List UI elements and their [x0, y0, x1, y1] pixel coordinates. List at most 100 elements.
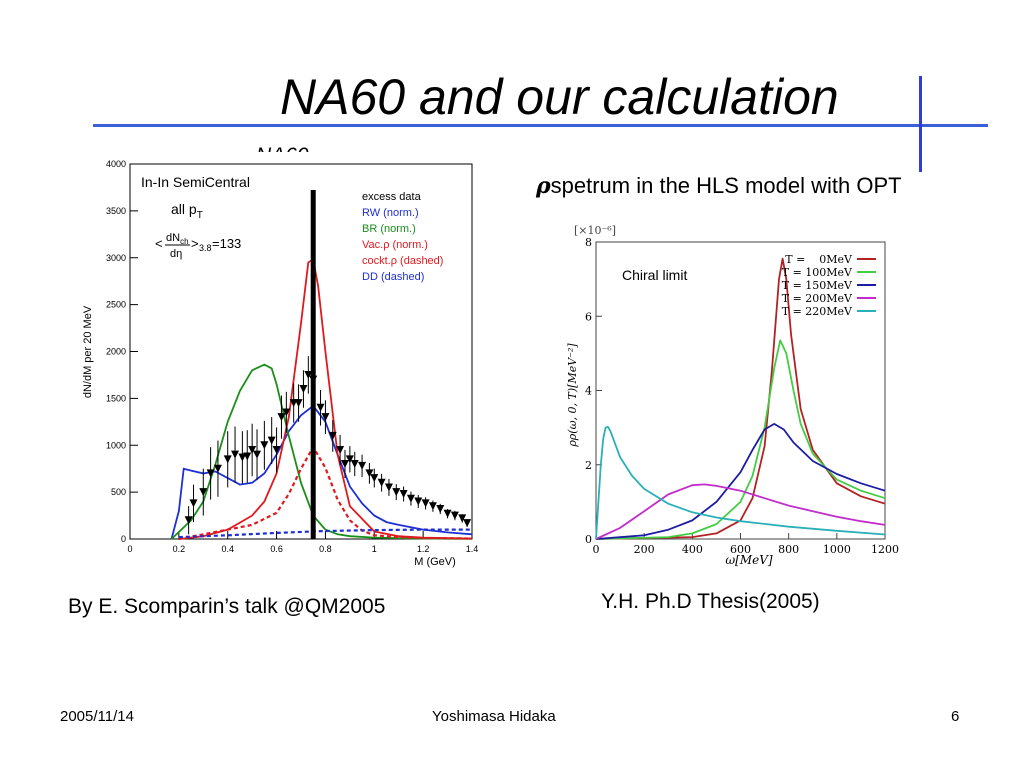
- left-chart-source-caption: By E. Scomparin’s talk @QM2005: [68, 595, 386, 618]
- data-point: [428, 502, 437, 511]
- annotation-lt: <: [155, 236, 163, 251]
- right-chart-source-caption: Y.H. Ph.D Thesis(2005): [601, 590, 820, 613]
- y-tick-label: 8: [585, 236, 592, 249]
- series-line-3: [178, 444, 473, 541]
- data-point: [321, 413, 330, 422]
- data-point: [450, 511, 459, 520]
- series-line-1: [170, 363, 473, 540]
- data-point: [184, 516, 193, 525]
- annotation-mult-top: dNch: [166, 232, 189, 246]
- data-point: [365, 469, 374, 478]
- annotation-line1: In-In SemiCentral: [141, 174, 250, 190]
- legend-entry-3: Vac.ρ (norm.): [362, 239, 428, 251]
- legend-entry-1: RW (norm.): [362, 207, 419, 219]
- data-point: [458, 514, 467, 523]
- legend-entry-2: T = 150MeV: [782, 279, 853, 292]
- x-tick-label: 1.4: [466, 544, 479, 554]
- data-point: [340, 460, 349, 468]
- data-point: [392, 488, 401, 497]
- y-tick-label: 2500: [106, 300, 126, 310]
- title-underline: [93, 124, 988, 127]
- series-line-3: [595, 483, 886, 540]
- title-vertical-rule: [919, 76, 922, 172]
- data-point: [414, 497, 423, 506]
- x-tick-label: 0: [593, 543, 600, 556]
- data-point: [443, 509, 452, 518]
- series-line-0: [170, 404, 473, 540]
- data-point: [399, 490, 408, 498]
- y-tick-label: 3500: [106, 206, 126, 216]
- y-tick-label: 1000: [106, 440, 126, 450]
- data-point: [370, 474, 379, 483]
- data-point: [277, 413, 286, 422]
- annotation-gt: >: [191, 236, 199, 251]
- x-tick-label: 400: [682, 543, 703, 556]
- data-point: [189, 499, 198, 508]
- data-point: [377, 478, 386, 487]
- x-tick-label: 800: [778, 543, 799, 556]
- scale-factor: [×10⁻⁶]: [574, 224, 616, 237]
- y-tick-label: 2: [585, 459, 592, 472]
- y-tick-label: 4: [585, 385, 592, 398]
- data-point: [358, 461, 367, 470]
- x-tick-label: 1.2: [417, 544, 430, 554]
- data-point: [282, 408, 291, 417]
- y-tick-label: 6: [585, 310, 592, 323]
- x-tick-label: 1: [372, 544, 377, 554]
- annotation-mult-top-sub: ch: [180, 237, 188, 246]
- data-point: [463, 519, 472, 528]
- legend-entry-2: BR (norm.): [362, 223, 416, 235]
- footer-date: 2005/11/14: [60, 708, 134, 725]
- x-tick-label: 1000: [823, 543, 851, 556]
- annotation-mult-value: =133: [212, 236, 241, 251]
- chart-background: [560, 220, 905, 580]
- data-point: [267, 436, 276, 445]
- x-tick-label: 0.4: [221, 544, 234, 554]
- data-point: [436, 505, 445, 513]
- data-point: [253, 450, 262, 459]
- x-tick-label: 0: [127, 544, 132, 554]
- na60-dimuon-chart: 0 0.2 0.4 0.6 0.8 1 1.2 1.4 0 500 1000 1500 2000 2500…: [75, 152, 485, 580]
- data-point: [243, 452, 252, 461]
- data-point: [336, 445, 345, 454]
- annotation-mult-range: 3.8: [199, 243, 212, 253]
- data-point: [223, 455, 232, 464]
- legend-entry-0: excess data: [362, 191, 422, 203]
- y-tick-label: 3000: [106, 253, 126, 263]
- data-point: [272, 445, 281, 454]
- data-point: [299, 385, 308, 393]
- x-tick-label: 1200: [871, 543, 899, 556]
- x-tick-label: 200: [634, 543, 655, 556]
- y-axis-label: ρρ(ω, 0, T)[MeV⁻²]: [566, 343, 579, 448]
- data-point: [206, 469, 215, 478]
- legend-entry-5: DD (dashed): [362, 271, 424, 283]
- data-point: [384, 483, 393, 492]
- slide-title: NA60 and our calculation: [280, 69, 839, 125]
- x-tick-label: 0.2: [173, 544, 186, 554]
- data-point: [345, 455, 354, 464]
- y-tick-label: 2000: [106, 347, 126, 357]
- y-tick-label: 0: [121, 534, 126, 544]
- x-axis-label: M (GeV): [414, 556, 456, 568]
- legend-entry-3: T = 200MeV: [782, 292, 853, 305]
- footer-page-number: 6: [951, 708, 960, 725]
- rho-symbol: ρ: [536, 173, 551, 199]
- rho-caption-text: spetrum in the HLS model with OPT: [550, 173, 902, 198]
- x-tick-label: 0.8: [319, 544, 332, 554]
- footer-author: Yoshimasa Hidaka: [432, 708, 556, 725]
- legend-entry-0: T = 0MeV: [785, 253, 853, 266]
- x-axis-label: ω[MeV]: [725, 553, 773, 567]
- x-tick-label: 0.6: [270, 544, 283, 554]
- x-tick-label: 600: [730, 543, 751, 556]
- series-line-2: [595, 422, 886, 540]
- chart-background: [75, 152, 485, 580]
- y-tick-label: 0: [585, 533, 592, 546]
- annotation-mult-bottom: dη: [170, 248, 182, 260]
- y-tick-label: 1500: [106, 393, 126, 403]
- y-tick-label: 500: [111, 487, 126, 497]
- data-point: [316, 403, 325, 412]
- data-point: [294, 399, 303, 408]
- hls-spectral-chart: 0 200 400 600 800 1000 1200 0 2 4 6 8 [×10⁻⁶] Chira…: [560, 220, 905, 580]
- y-axis-label: dN/dM per 20 MeV: [82, 305, 94, 398]
- legend-entry-1: T = 100MeV: [782, 266, 853, 279]
